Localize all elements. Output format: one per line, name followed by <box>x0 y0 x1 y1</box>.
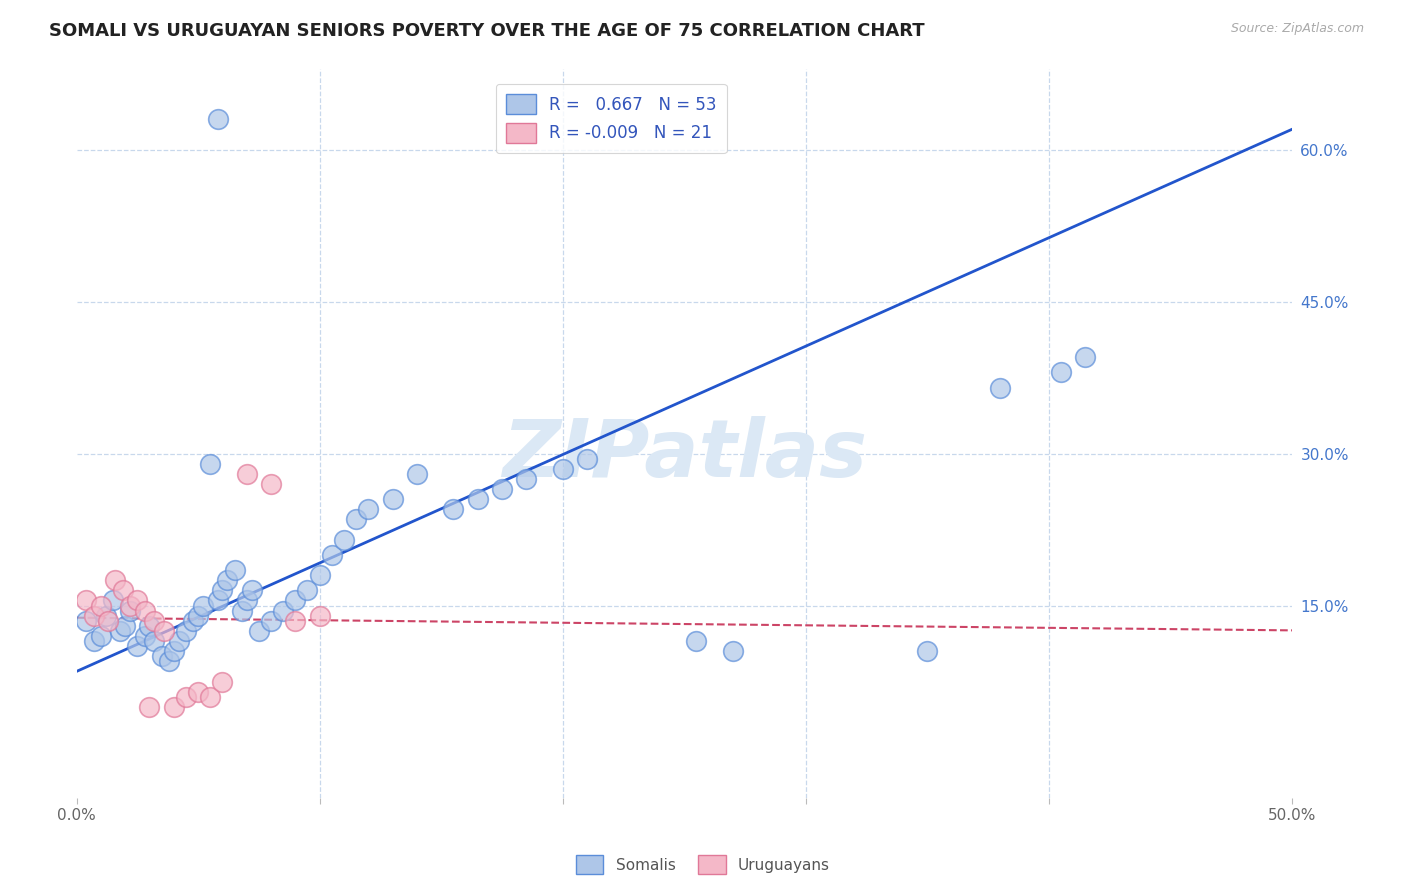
Point <box>83 634 105 648</box>
Point <box>240 583 263 598</box>
Text: SOMALI VS URUGUAYAN SENIORS POVERTY OVER THE AGE OF 75 CORRELATION CHART: SOMALI VS URUGUAYAN SENIORS POVERTY OVER… <box>49 22 925 40</box>
Point <box>333 533 356 547</box>
Point <box>191 599 214 613</box>
Point <box>576 451 599 466</box>
Point <box>207 593 229 607</box>
Point <box>231 604 253 618</box>
Point <box>90 599 112 613</box>
Point <box>114 619 136 633</box>
Point <box>308 608 330 623</box>
Text: Source: ZipAtlas.com: Source: ZipAtlas.com <box>1230 22 1364 36</box>
Point <box>75 593 97 607</box>
Point <box>988 381 1011 395</box>
Point <box>491 482 513 496</box>
Point <box>118 604 141 618</box>
Point <box>118 599 141 613</box>
Point <box>200 457 222 471</box>
Point <box>127 639 149 653</box>
Point <box>260 614 283 628</box>
Point <box>260 477 283 491</box>
Point <box>94 608 117 623</box>
Point <box>97 614 120 628</box>
Point <box>441 502 464 516</box>
Point <box>235 593 257 607</box>
Point <box>163 644 186 658</box>
Point <box>247 624 270 638</box>
Point <box>405 467 427 481</box>
Point <box>174 624 197 638</box>
Point <box>917 644 939 658</box>
Point <box>167 634 190 648</box>
Point <box>381 492 404 507</box>
Point <box>321 548 343 562</box>
Point <box>1050 366 1073 380</box>
Point <box>211 583 233 598</box>
Point <box>181 614 204 628</box>
Point <box>297 583 319 598</box>
Legend: Somalis, Uruguayans: Somalis, Uruguayans <box>569 849 837 880</box>
Point <box>111 583 134 598</box>
Point <box>467 492 489 507</box>
Point <box>174 690 197 704</box>
Point <box>1074 351 1097 365</box>
Point <box>150 649 173 664</box>
Point <box>211 674 233 689</box>
Point <box>217 573 239 587</box>
Point <box>685 634 707 648</box>
Point <box>157 654 180 668</box>
Point <box>101 593 124 607</box>
Point <box>143 634 166 648</box>
Legend: R =   0.667   N = 53, R = -0.009   N = 21: R = 0.667 N = 53, R = -0.009 N = 21 <box>496 84 727 153</box>
Text: ZIPatlas: ZIPatlas <box>502 417 866 494</box>
Point <box>134 604 156 618</box>
Point <box>104 573 127 587</box>
Point <box>357 502 380 516</box>
Point <box>551 462 574 476</box>
Point <box>134 629 156 643</box>
Point <box>224 563 246 577</box>
Point <box>271 604 294 618</box>
Point <box>163 699 186 714</box>
Point <box>90 629 112 643</box>
Point <box>515 472 537 486</box>
Point <box>187 684 209 698</box>
Point <box>200 690 222 704</box>
Point <box>187 608 209 623</box>
Point <box>138 699 160 714</box>
Point <box>284 614 307 628</box>
Point <box>235 467 257 481</box>
Point <box>308 568 330 582</box>
Point <box>721 644 744 658</box>
Point <box>143 614 166 628</box>
Point <box>207 112 229 127</box>
Point <box>110 624 132 638</box>
Point <box>344 512 367 526</box>
Point <box>127 593 149 607</box>
Point <box>138 619 160 633</box>
Point <box>75 614 97 628</box>
Point <box>153 624 176 638</box>
Point <box>83 608 105 623</box>
Point <box>284 593 307 607</box>
